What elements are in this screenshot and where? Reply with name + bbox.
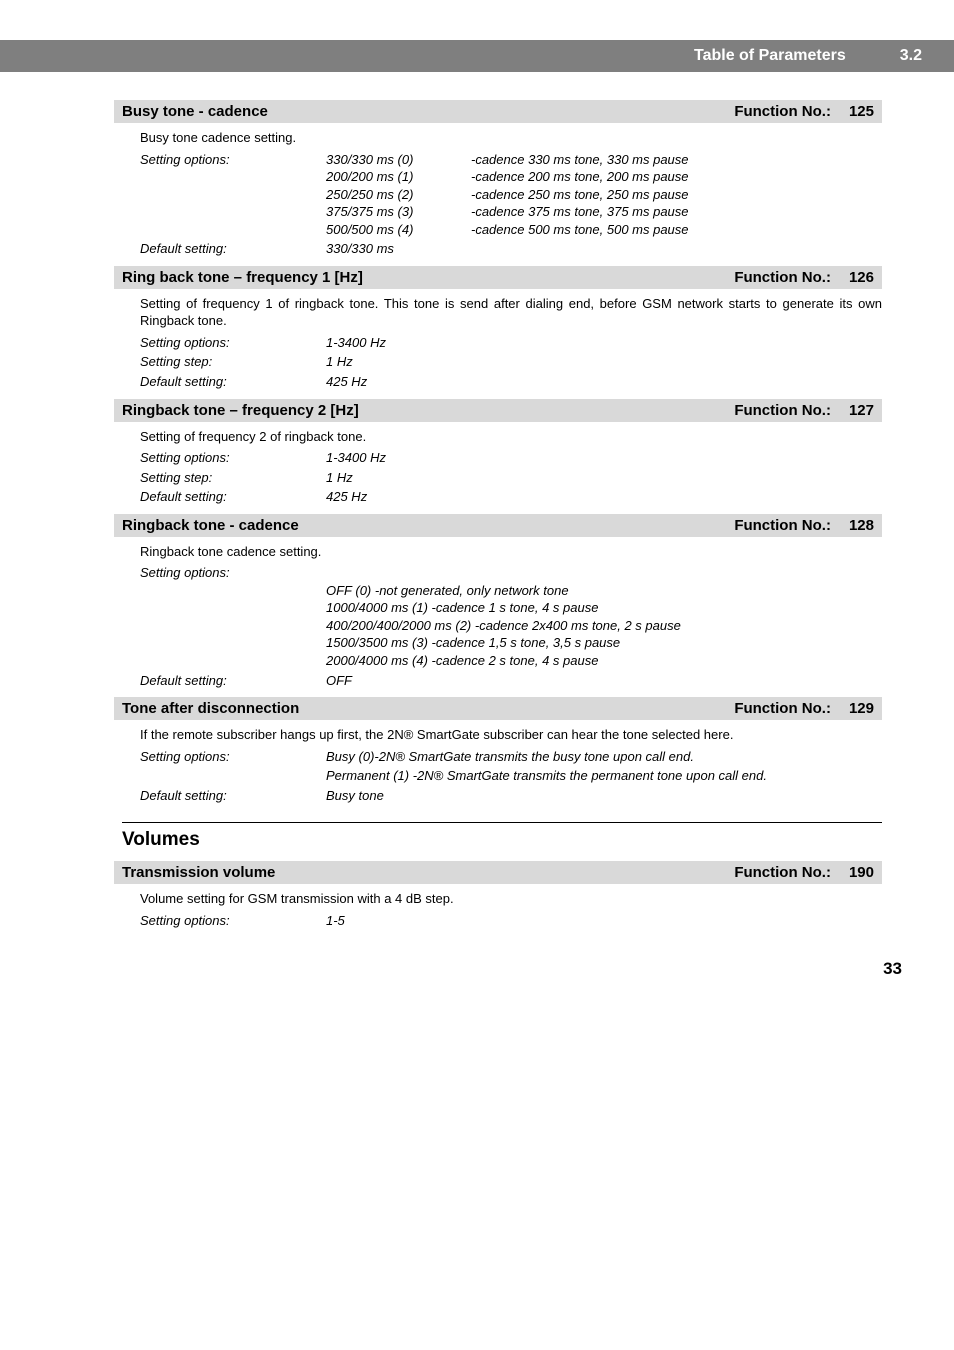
cadence-txt: -cadence 330 ms tone, 330 ms pause [471,151,882,169]
kv-val: 1-3400 Hz [326,449,882,467]
param-heading: Transmission volume Function No.: 190 [114,861,882,884]
option-line: 400/200/400/2000 ms (2) -cadence 2x400 m… [326,617,882,635]
kv-key: Setting options: [140,564,326,582]
kv-row: Setting options: 1-3400 Hz [140,334,882,352]
kv-key: Default setting: [140,672,326,690]
cadence-row: 500/500 ms (4) -cadence 500 ms tone, 500… [140,221,882,239]
kv-val: 425 Hz [326,488,882,506]
fn-number: 129 [849,700,874,717]
cadence-row: 250/250 ms (2) -cadence 250 ms tone, 250… [140,186,882,204]
cadence-row: 375/375 ms (3) -cadence 375 ms tone, 375… [140,203,882,221]
param-title-text: Busy tone - cadence [122,103,268,120]
cadence-opt: 250/250 ms (2) [326,186,471,204]
cadence-txt: -cadence 200 ms tone, 200 ms pause [471,168,882,186]
kv-row: Default setting: Busy tone [140,787,882,805]
kv-row: Setting step: 1 Hz [140,469,882,487]
kv-val: 1 Hz [326,469,882,487]
cadence-opt: 330/330 ms (0) [326,151,471,169]
fn-number: 126 [849,269,874,286]
kv-key: Setting step: [140,469,326,487]
kv-key: Setting step: [140,353,326,371]
chapter-header: Table of Parameters 3.2 [0,40,954,72]
kv-key: Default setting: [140,488,326,506]
param-desc: If the remote subscriber hangs up first,… [140,726,882,744]
kv-key: Setting options: [140,912,326,930]
page-content: Busy tone - cadence Function No.: 125 Bu… [72,100,882,929]
param-desc: Busy tone cadence setting. [140,129,882,147]
param-heading: Ring back tone – frequency 1 [Hz] Functi… [114,266,882,289]
kv-key [140,767,326,785]
cadence-opt: 375/375 ms (3) [326,203,471,221]
kv-row: Permanent (1) -2N® SmartGate transmits t… [140,767,882,785]
fn-number: 190 [849,864,874,881]
kv-val: Permanent (1) -2N® SmartGate transmits t… [326,767,882,785]
kv-key: Setting options: [140,748,326,766]
kv-val: 330/330 ms [326,240,882,258]
kv-val: 1 Hz [326,353,882,371]
kv-key: Default setting: [140,373,326,391]
param-title-text: Ringback tone - cadence [122,517,299,534]
fn-number: 125 [849,103,874,120]
setting-label: Setting options: [140,151,326,169]
kv-row: Default setting: 425 Hz [140,373,882,391]
kv-key: Setting options: [140,449,326,467]
param-desc: Volume setting for GSM transmission with… [140,890,882,908]
kv-val: 1-5 [326,912,882,930]
param-heading: Tone after disconnection Function No.: 1… [114,697,882,720]
param-desc: Ringback tone cadence setting. [140,543,882,561]
kv-row: Setting options: Busy (0)-2N® SmartGate … [140,748,882,766]
kv-row: Setting options: 1-5 [140,912,882,930]
kv-row: Setting step: 1 Hz [140,353,882,371]
kv-row: Default setting: 425 Hz [140,488,882,506]
fn-label: Function No.: [734,402,831,419]
option-line: 1000/4000 ms (1) -cadence 1 s tone, 4 s … [326,599,882,617]
kv-row: Default setting: OFF [140,672,882,690]
param-desc: Setting of frequency 2 of ringback tone. [140,428,882,446]
param-heading: Busy tone - cadence Function No.: 125 [114,100,882,123]
param-title-text: Ring back tone – frequency 1 [Hz] [122,269,363,286]
param-title-text: Ringback tone – frequency 2 [Hz] [122,402,359,419]
option-line: OFF (0) -not generated, only network ton… [326,582,882,600]
kv-row: Setting options: 1-3400 Hz [140,449,882,467]
kv-key: Setting options: [140,334,326,352]
option-line: 2000/4000 ms (4) -cadence 2 s tone, 4 s … [326,652,882,670]
param-title-text: Tone after disconnection [122,700,299,717]
kv-key: Default setting: [140,240,326,258]
fn-label: Function No.: [734,103,831,120]
volumes-heading: Volumes [122,822,882,851]
param-heading: Ringback tone – frequency 2 [Hz] Functio… [114,399,882,422]
kv-val [326,564,882,582]
param-title-text: Transmission volume [122,864,275,881]
kv-val: Busy tone [326,787,882,805]
param-desc: Setting of frequency 1 of ringback tone.… [140,295,882,330]
cadence-txt: -cadence 500 ms tone, 500 ms pause [471,221,882,239]
fn-label: Function No.: [734,864,831,881]
chapter-number: 3.2 [882,40,954,72]
fn-label: Function No.: [734,700,831,717]
fn-number: 127 [849,402,874,419]
cadence-row: Setting options: 330/330 ms (0) -cadence… [140,151,882,169]
cadence-opt: 500/500 ms (4) [326,221,471,239]
kv-row: Default setting: 330/330 ms [140,240,882,258]
fn-label: Function No.: [734,269,831,286]
kv-key: Default setting: [140,787,326,805]
cadence-txt: -cadence 250 ms tone, 250 ms pause [471,186,882,204]
param-heading: Ringback tone - cadence Function No.: 12… [114,514,882,537]
kv-row: Setting options: [140,564,882,582]
cadence-row: 200/200 ms (1) -cadence 200 ms tone, 200… [140,168,882,186]
page-number: 33 [72,959,902,979]
cadence-txt: -cadence 375 ms tone, 375 ms pause [471,203,882,221]
kv-val: 425 Hz [326,373,882,391]
chapter-title: Table of Parameters [694,47,882,65]
kv-val: 1-3400 Hz [326,334,882,352]
fn-number: 128 [849,517,874,534]
options-block: OFF (0) -not generated, only network ton… [326,582,882,670]
option-line: 1500/3500 ms (3) -cadence 1,5 s tone, 3,… [326,634,882,652]
kv-val: OFF [326,672,882,690]
fn-label: Function No.: [734,517,831,534]
cadence-opt: 200/200 ms (1) [326,168,471,186]
kv-val: Busy (0)-2N® SmartGate transmits the bus… [326,748,882,766]
